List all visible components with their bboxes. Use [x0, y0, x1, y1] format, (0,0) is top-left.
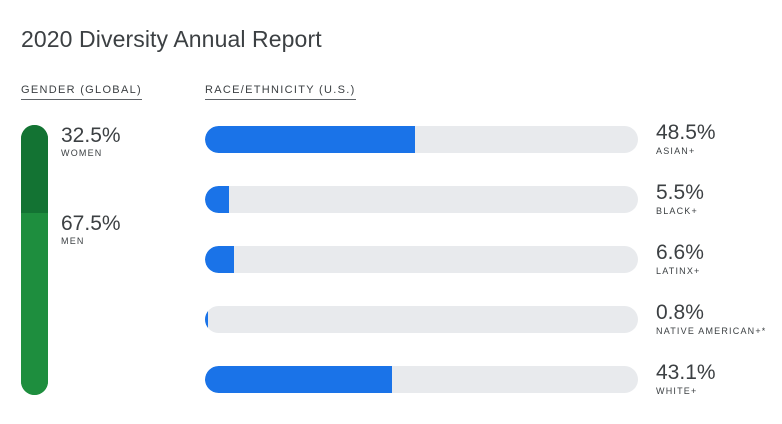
gender-section-label: GENDER (GLOBAL) — [21, 84, 142, 100]
race-row-native-american: 0.8% NATIVE AMERICAN+* — [205, 302, 765, 336]
race-value-white: 43.1% — [656, 361, 716, 384]
race-row-black: 5.5% BLACK+ — [205, 182, 745, 216]
gender-label-men: MEN — [61, 235, 85, 246]
race-bar-asian — [205, 126, 415, 153]
race-track — [205, 306, 638, 333]
race-bar-latinx — [205, 246, 234, 273]
race-section-label: RACE/ETHNICITY (U.S.) — [205, 84, 356, 100]
race-label-native-american: NATIVE AMERICAN+* — [656, 326, 767, 336]
gender-value-men: 67.5% — [61, 211, 121, 235]
race-value-black: 5.5% — [656, 181, 704, 204]
race-row-white: 43.1% WHITE+ — [205, 362, 745, 396]
race-value-native-american: 0.8% — [656, 301, 704, 324]
race-row-asian: 48.5% ASIAN+ — [205, 122, 745, 156]
race-label-white: WHITE+ — [656, 386, 698, 396]
race-track — [205, 126, 638, 153]
race-label-asian: ASIAN+ — [656, 146, 696, 156]
race-track — [205, 186, 638, 213]
gender-bar-men — [21, 212, 48, 395]
race-bar-black — [205, 186, 229, 213]
race-bar-native-american — [205, 306, 209, 333]
race-value-latinx: 6.6% — [656, 241, 704, 264]
report-title: 2020 Diversity Annual Report — [21, 26, 322, 52]
race-bar-white — [205, 366, 392, 393]
race-label-latinx: LATINX+ — [656, 266, 701, 276]
gender-value-women: 32.5% — [61, 124, 121, 147]
race-track — [205, 246, 638, 273]
race-track — [205, 366, 638, 393]
gender-chart — [21, 125, 48, 395]
race-value-asian: 48.5% — [656, 121, 716, 144]
race-label-black: BLACK+ — [656, 206, 698, 216]
gender-bar-women — [21, 125, 48, 213]
race-row-latinx: 6.6% LATINX+ — [205, 242, 745, 276]
gender-label-women: WOMEN — [61, 148, 103, 158]
